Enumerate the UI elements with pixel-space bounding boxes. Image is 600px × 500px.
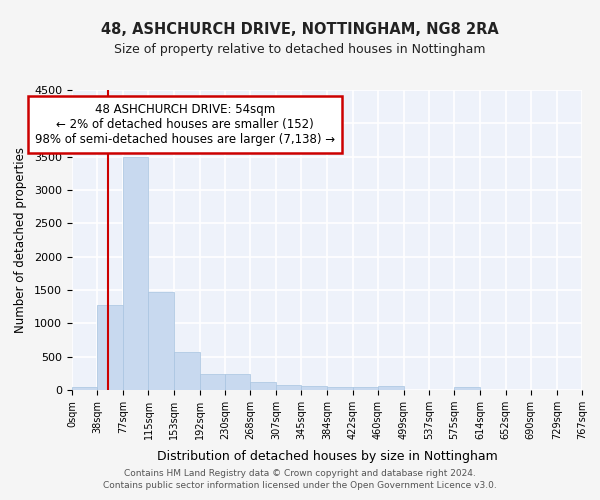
Bar xyxy=(123,156,148,390)
Bar xyxy=(301,386,328,390)
Bar xyxy=(276,384,301,390)
Bar xyxy=(97,306,123,390)
Y-axis label: Number of detached properties: Number of detached properties xyxy=(14,147,27,333)
Bar xyxy=(353,387,378,390)
Text: 48 ASHCHURCH DRIVE: 54sqm
← 2% of detached houses are smaller (152)
98% of semi-: 48 ASHCHURCH DRIVE: 54sqm ← 2% of detach… xyxy=(35,104,335,146)
Bar xyxy=(378,386,404,390)
Text: Contains public sector information licensed under the Open Government Licence v3: Contains public sector information licen… xyxy=(103,481,497,490)
Bar xyxy=(72,388,97,390)
Bar xyxy=(148,292,174,390)
Bar xyxy=(174,352,200,390)
Bar xyxy=(454,386,480,390)
Text: Contains HM Land Registry data © Crown copyright and database right 2024.: Contains HM Land Registry data © Crown c… xyxy=(124,468,476,477)
Bar xyxy=(200,374,225,390)
Text: Size of property relative to detached houses in Nottingham: Size of property relative to detached ho… xyxy=(114,42,486,56)
Bar xyxy=(250,382,276,390)
Bar xyxy=(328,386,353,390)
Text: 48, ASHCHURCH DRIVE, NOTTINGHAM, NG8 2RA: 48, ASHCHURCH DRIVE, NOTTINGHAM, NG8 2RA xyxy=(101,22,499,38)
Bar xyxy=(225,374,250,390)
X-axis label: Distribution of detached houses by size in Nottingham: Distribution of detached houses by size … xyxy=(157,450,497,464)
